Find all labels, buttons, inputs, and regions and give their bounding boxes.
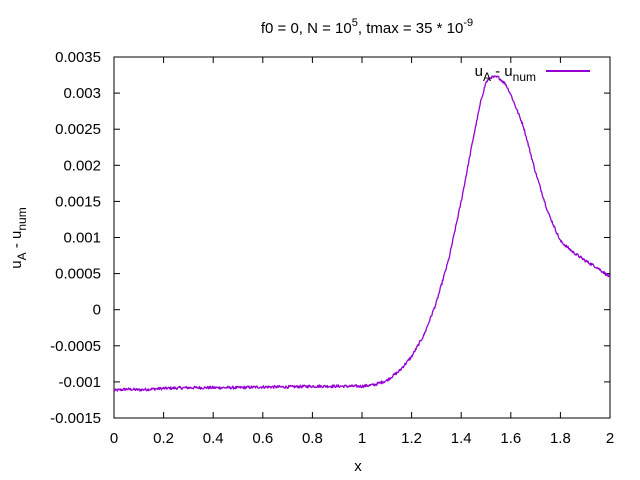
title-prefix: f0 = 0, N = 10 xyxy=(261,20,352,37)
legend-sub2: num xyxy=(513,70,536,84)
y-tick-label: -0.0015 xyxy=(50,410,101,427)
x-tick-label: 1.8 xyxy=(550,430,571,447)
x-tick-label: 0.8 xyxy=(302,430,323,447)
x-tick-label: 1.2 xyxy=(401,430,422,447)
y-tick-label: -0.0005 xyxy=(50,338,101,355)
y-tick-label: 0.003 xyxy=(63,85,101,102)
legend-base1: u xyxy=(475,63,483,80)
x-tick-label: 0 xyxy=(110,430,118,447)
x-tick-label: 1.4 xyxy=(451,430,472,447)
x-tick-label: 0.6 xyxy=(252,430,273,447)
legend-sub1: A xyxy=(483,70,491,84)
y-axis-label: uA - unum xyxy=(8,207,29,268)
series-line xyxy=(113,75,611,392)
ylabel-sub1: A xyxy=(15,252,29,260)
title-mid: , tmax = 35 * 10 xyxy=(358,20,463,37)
x-axis-label: x xyxy=(354,458,362,475)
x-tick-label: 1.6 xyxy=(500,430,521,447)
y-tick-label: 0.002 xyxy=(63,157,101,174)
legend-label: uA - unum xyxy=(475,63,536,84)
y-tick-label: 0.001 xyxy=(63,230,101,247)
title-t-exponent: -9 xyxy=(463,17,473,29)
y-tick-label: -0.001 xyxy=(58,374,101,391)
ylabel-sub2: num xyxy=(15,207,29,230)
y-tick-label: 0.0005 xyxy=(55,266,101,283)
legend-mid: - u xyxy=(491,63,513,80)
y-axis-ticks: -0.0015 -0.001 -0.0005 0 0.0005 0.001 0.0015 0.… xyxy=(50,49,610,427)
legend: uA - unum xyxy=(475,63,590,84)
x-tick-label: 0.2 xyxy=(153,430,174,447)
plot-border xyxy=(113,56,611,419)
x-tick-label: 2 xyxy=(606,430,614,447)
chart-title: f0 = 0, N = 105, tmax = 35 * 10-9 xyxy=(261,17,473,37)
title-n-exponent: 5 xyxy=(352,17,358,29)
plot-frame xyxy=(113,56,611,419)
y-tick-label: 0 xyxy=(93,302,101,319)
x-tick-label: 0.4 xyxy=(203,430,224,447)
y-tick-label: 0.0015 xyxy=(55,193,101,210)
y-tick-label: 0.0035 xyxy=(55,49,101,66)
x-axis-ticks: 0 0.2 0.4 0.6 0.8 1 1.2 1.4 1.6 1.8 2 xyxy=(110,57,614,447)
y-tick-label: 0.0025 xyxy=(55,121,101,138)
ylabel-base1: u xyxy=(8,260,25,268)
ylabel-mid: - u xyxy=(8,231,25,253)
x-tick-label: 1 xyxy=(358,430,366,447)
series-layer xyxy=(113,75,611,392)
